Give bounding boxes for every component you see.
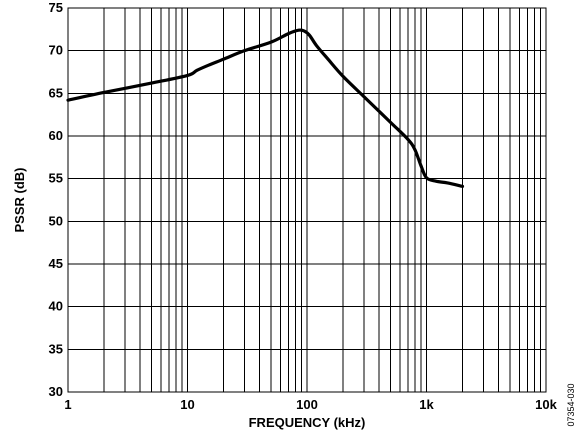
grid xyxy=(68,8,546,392)
x-axis-title: FREQUENCY (kHz) xyxy=(249,415,366,430)
y-tick-label: 35 xyxy=(49,341,63,356)
x-tick-label: 10k xyxy=(535,397,557,412)
x-tick-label: 10 xyxy=(180,397,194,412)
series-layer xyxy=(66,28,465,188)
x-tick-label: 1k xyxy=(419,397,434,412)
x-tick-label: 1 xyxy=(64,397,71,412)
x-tick-label: 100 xyxy=(296,397,318,412)
x-tick-labels: 1 10 100 1k 10k xyxy=(64,397,557,412)
y-tick-label: 55 xyxy=(49,171,63,186)
y-tick-label: 50 xyxy=(49,213,63,228)
y-tick-label: 70 xyxy=(49,43,63,58)
y-tick-label: 45 xyxy=(49,256,63,271)
y-tick-label: 60 xyxy=(49,128,63,143)
figure-code: 07354-030 xyxy=(566,383,576,426)
y-tick-label: 30 xyxy=(49,384,63,399)
y-tick-labels: 30 35 40 45 50 55 60 65 70 75 xyxy=(49,0,63,399)
y-tick-label: 75 xyxy=(49,0,63,15)
y-tick-label: 40 xyxy=(49,299,63,314)
y-tick-label: 65 xyxy=(49,85,63,100)
y-axis-title: PSSR (dB) xyxy=(12,168,27,233)
pssr-series-line xyxy=(66,28,465,188)
plot-frame xyxy=(67,7,547,393)
